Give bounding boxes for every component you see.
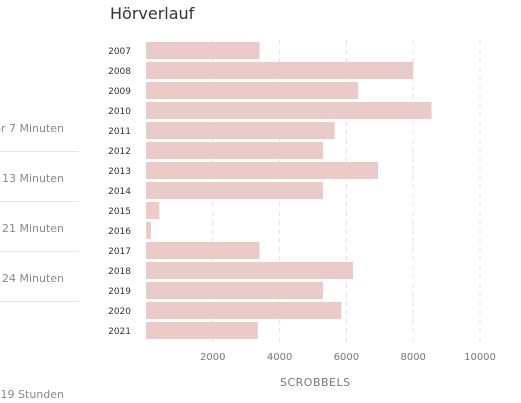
- y-tick-label: 2013: [108, 167, 131, 177]
- bar: [146, 242, 260, 259]
- bar: [146, 42, 260, 59]
- divider: [0, 301, 79, 302]
- x-tick-label: 4000: [267, 352, 292, 363]
- x-tick-label: 10000: [464, 352, 496, 363]
- bar: [146, 262, 354, 279]
- y-tick-label: 2014: [108, 187, 131, 197]
- y-tick-label: 2018: [108, 267, 131, 277]
- x-tick-label: 2000: [200, 352, 225, 363]
- divider: [0, 251, 79, 252]
- y-tick-label: 2008: [108, 67, 131, 77]
- bar: [146, 122, 335, 139]
- bar: [146, 182, 324, 199]
- bar: [146, 282, 324, 299]
- recent-scrobbles-panel: vor 7 Minuten vor 13 Minuten vor 21 Minu…: [0, 0, 80, 403]
- recent-time: vor 7 Minuten: [0, 122, 64, 135]
- recent-time: vor 13 Minuten: [0, 172, 64, 185]
- bar: [146, 302, 342, 319]
- y-tick-label: 2017: [108, 247, 131, 257]
- y-tick-label: 2010: [108, 107, 131, 117]
- bar: [146, 222, 152, 239]
- bar: [146, 82, 359, 99]
- bar: [146, 322, 258, 339]
- bar: [146, 162, 379, 179]
- y-tick-label: 2009: [108, 87, 131, 97]
- bar: [146, 62, 414, 79]
- recent-time: vor 19 Stunden: [0, 388, 64, 401]
- bar: [146, 202, 160, 219]
- chart-title: Hörverlauf: [110, 4, 195, 23]
- y-tick-label: 2015: [108, 207, 131, 217]
- divider: [0, 201, 79, 202]
- x-tick-label: 8000: [400, 352, 425, 363]
- x-axis-title: SCROBBELS: [280, 376, 351, 389]
- y-tick-label: 2020: [108, 307, 131, 317]
- bar: [146, 142, 324, 159]
- y-tick-label: 2016: [108, 227, 131, 237]
- y-tick-label: 2007: [108, 47, 131, 57]
- y-tick-label: 2021: [108, 327, 131, 337]
- recent-time: vor 24 Minuten: [0, 272, 64, 285]
- y-tick-label: 2019: [108, 287, 131, 297]
- x-tick-label: 6000: [334, 352, 359, 363]
- bar: [146, 102, 432, 119]
- recent-time: vor 21 Minuten: [0, 222, 64, 235]
- y-tick-label: 2011: [108, 127, 131, 137]
- y-tick-label: 2012: [108, 147, 131, 157]
- divider: [0, 151, 79, 152]
